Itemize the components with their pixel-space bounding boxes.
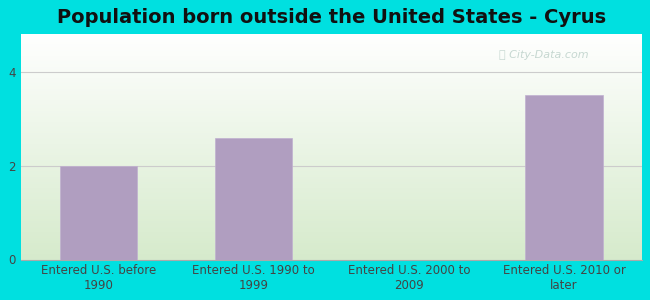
Text: ⓘ City-Data.com: ⓘ City-Data.com xyxy=(499,50,588,60)
Title: Population born outside the United States - Cyrus: Population born outside the United State… xyxy=(57,8,606,27)
Bar xyxy=(214,138,292,260)
Bar xyxy=(60,166,137,260)
Bar xyxy=(525,95,603,260)
